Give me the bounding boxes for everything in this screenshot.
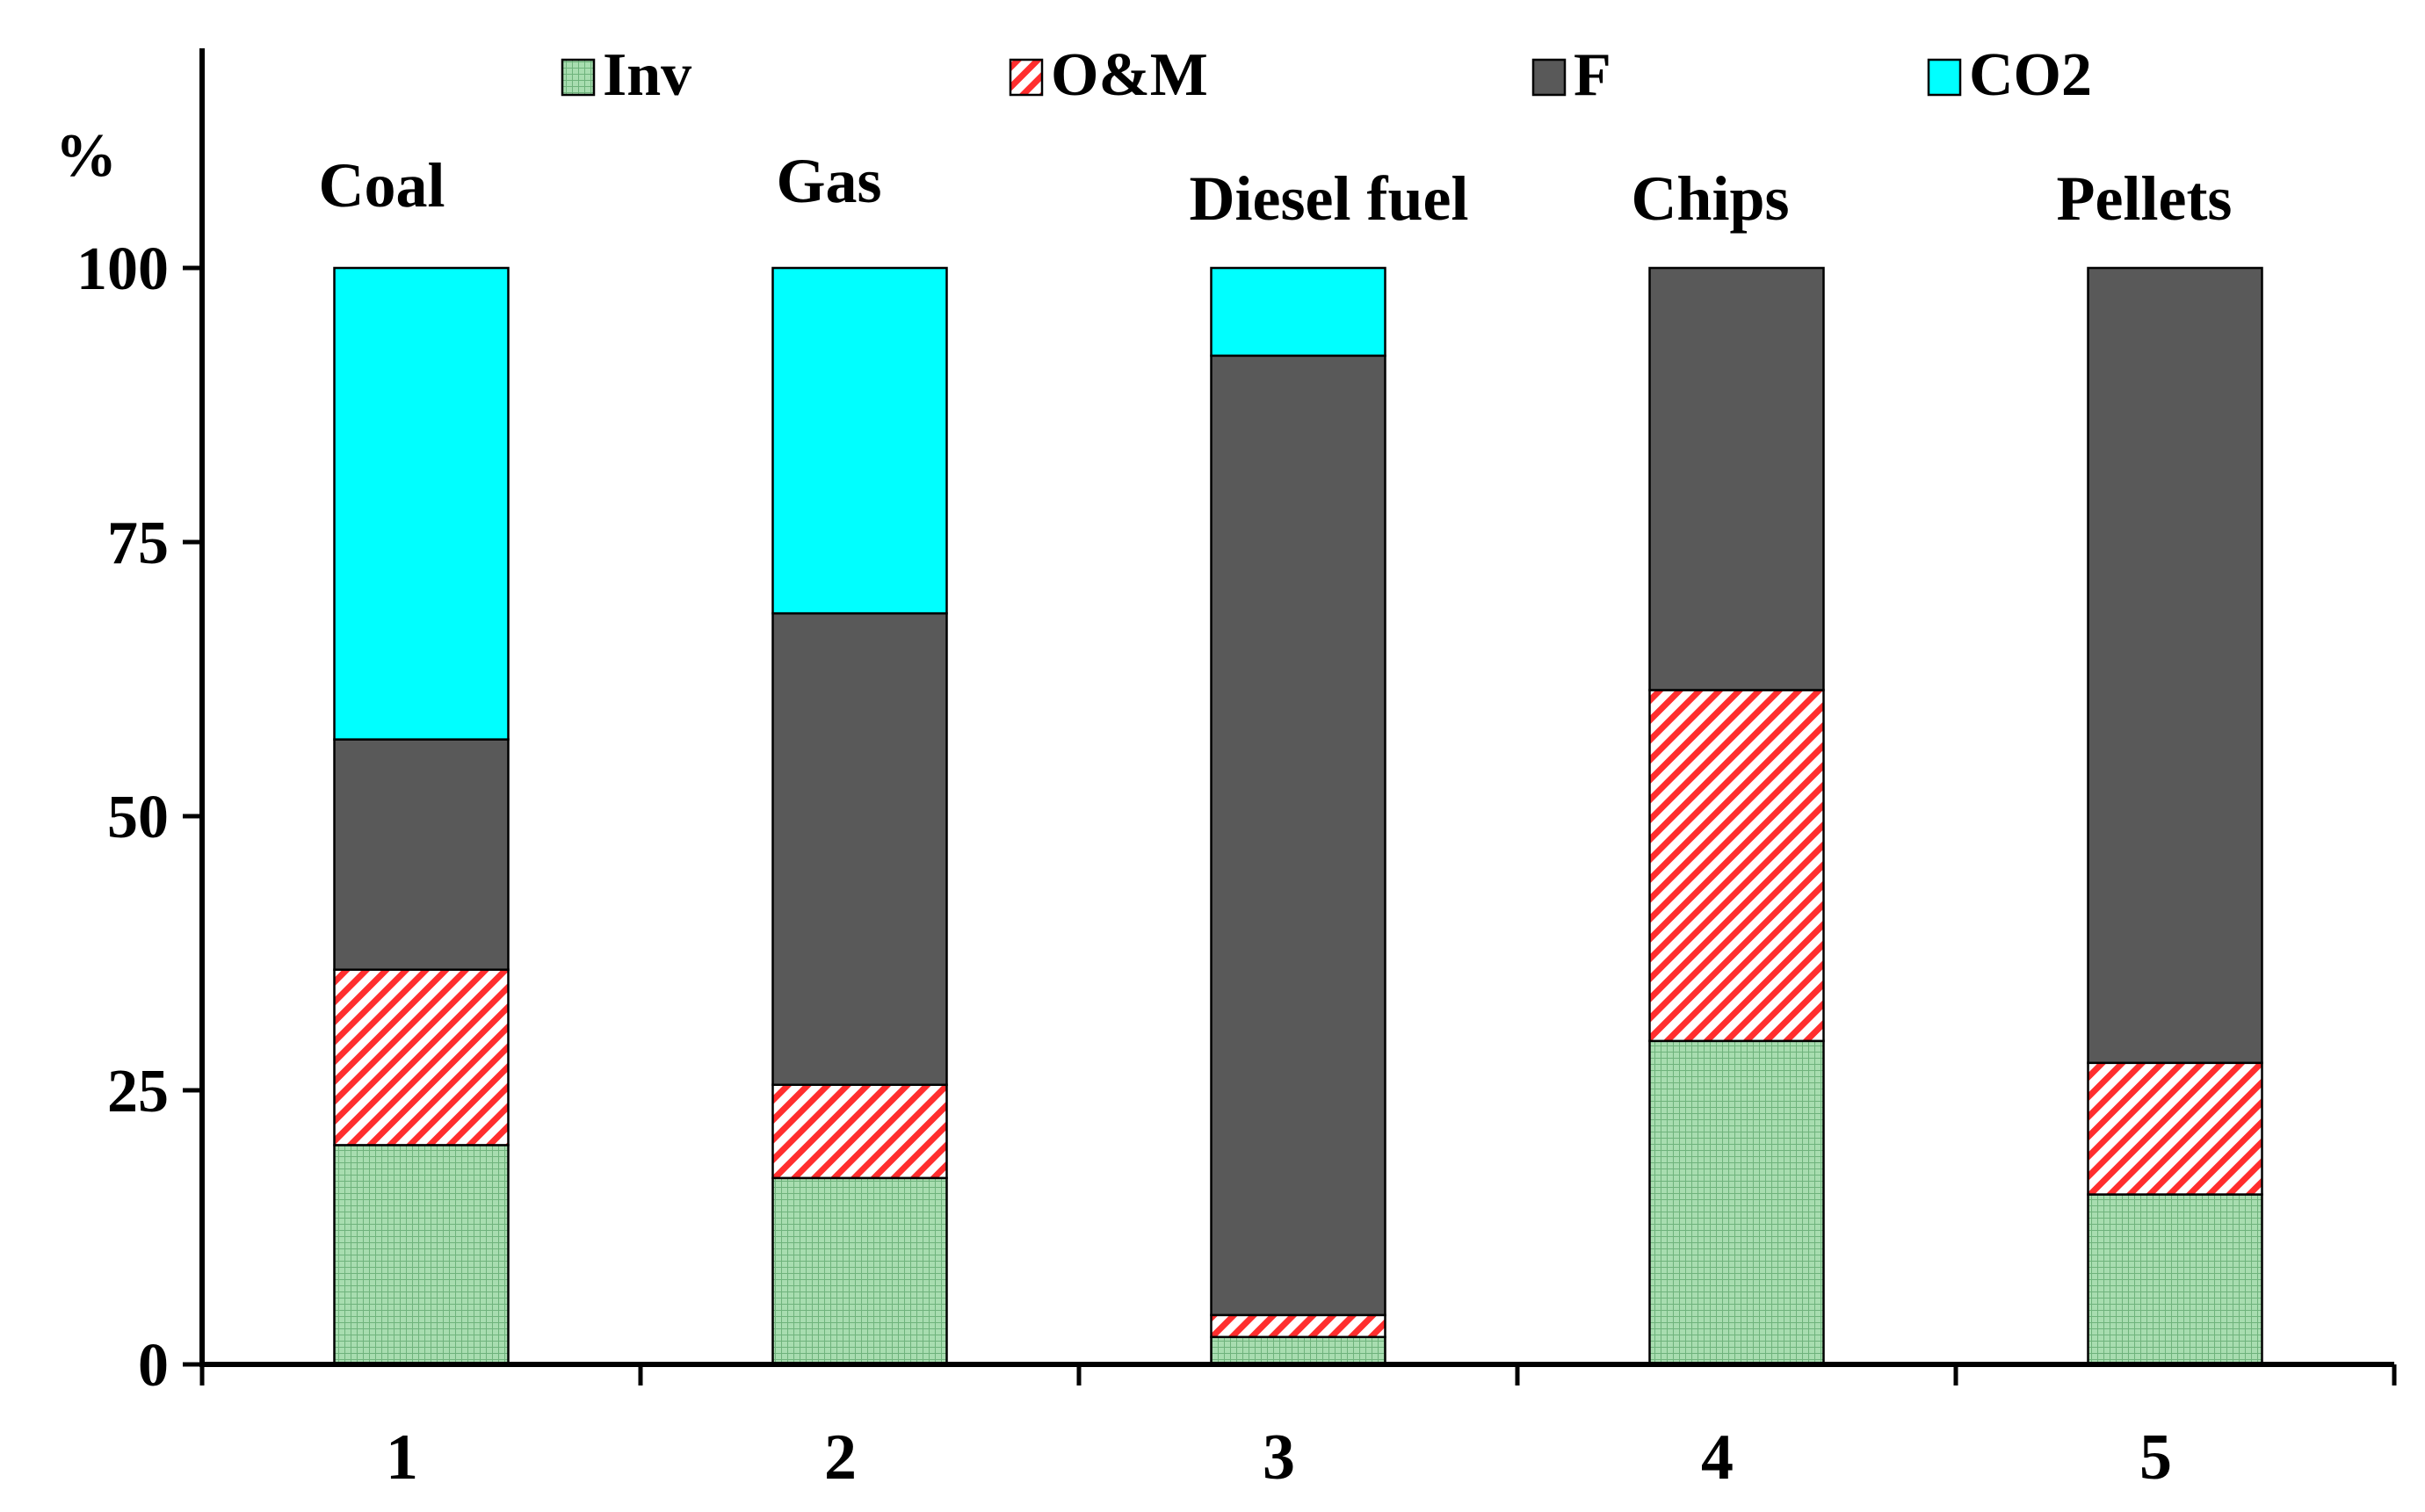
bar-segment-o-m-1: [333, 968, 510, 1147]
bar-segment-o-m-4: [1648, 689, 1825, 1043]
bar-stack-4: [1648, 266, 1825, 1366]
legend-label-co2: CO2: [1969, 41, 2092, 109]
y-tick-label-50: 50: [107, 784, 169, 851]
bar-segment-f-4: [1648, 266, 1825, 691]
bar-stack-2: [771, 266, 948, 1366]
legend-swatch-inv: [561, 58, 596, 97]
y-tick-label-25: 25: [107, 1058, 169, 1125]
bar-segment-co2-2: [771, 266, 948, 615]
bar-segment-co2-3: [1210, 266, 1386, 358]
bar-label-coal: Coal: [319, 150, 445, 221]
bar-segment-f-1: [333, 738, 510, 971]
bar-segment-f-5: [2087, 266, 2263, 1065]
bar-stack-1: [333, 266, 510, 1366]
y-tick-label-75: 75: [107, 510, 169, 577]
legend-label-inv: Inv: [603, 41, 691, 109]
legend: Inv O&M F CO2: [561, 41, 2092, 109]
bar-segment-inv-4: [1648, 1039, 1825, 1366]
x-tick-label-3: 3: [1263, 1422, 1295, 1494]
bar-stack-3: [1210, 266, 1386, 1366]
bar-name-labels: Coal Gas Diesel fuel Chips Pellets: [319, 146, 2233, 234]
bar-label-chips: Chips: [1631, 163, 1789, 234]
axes: 0 25 50 75 100% 1 2 3 4 5: [55, 48, 2397, 1494]
bar-label-pellets: Pellets: [2057, 163, 2233, 234]
bar-label-diesel-fuel: Diesel fuel: [1190, 163, 1469, 234]
bar-segment-inv-2: [771, 1176, 948, 1366]
legend-item-inv: Inv: [561, 41, 691, 109]
x-tick-label-4: 4: [1701, 1422, 1734, 1494]
bar-segment-inv-5: [2087, 1193, 2263, 1366]
legend-swatch-co2: [1927, 58, 1962, 97]
bar-segment-f-3: [1210, 354, 1386, 1317]
legend-label-f: F: [1574, 41, 1611, 109]
x-tick-label-1: 1: [386, 1422, 418, 1494]
x-tick-label-5: 5: [2139, 1422, 2172, 1494]
bar-segment-co2-1: [333, 266, 510, 741]
bar-segment-o-m-3: [1210, 1313, 1386, 1339]
legend-item-co2: CO2: [1927, 41, 2092, 109]
x-tick-label-2: 2: [824, 1422, 857, 1494]
bar-segment-o-m-5: [2087, 1061, 2263, 1196]
legend-item-o-m: O&M: [1009, 41, 1208, 109]
legend-item-f: F: [1531, 41, 1611, 109]
bar-segment-o-m-2: [771, 1083, 948, 1180]
legend-label-o-m: O&M: [1051, 41, 1208, 109]
bar-label-gas: Gas: [776, 146, 881, 216]
legend-swatch-o-m: [1009, 58, 1044, 97]
bar-segment-inv-3: [1210, 1335, 1386, 1366]
y-tick-label-100: 100: [76, 235, 169, 303]
y-axis-label: %: [55, 122, 117, 190]
bar-segment-inv-1: [333, 1144, 510, 1366]
y-tick-label-0: 0: [138, 1332, 169, 1400]
bar-segment-f-2: [771, 611, 948, 1087]
legend-swatch-f: [1531, 58, 1567, 97]
bar-stack-5: [2087, 266, 2263, 1366]
bars: [333, 266, 2263, 1366]
